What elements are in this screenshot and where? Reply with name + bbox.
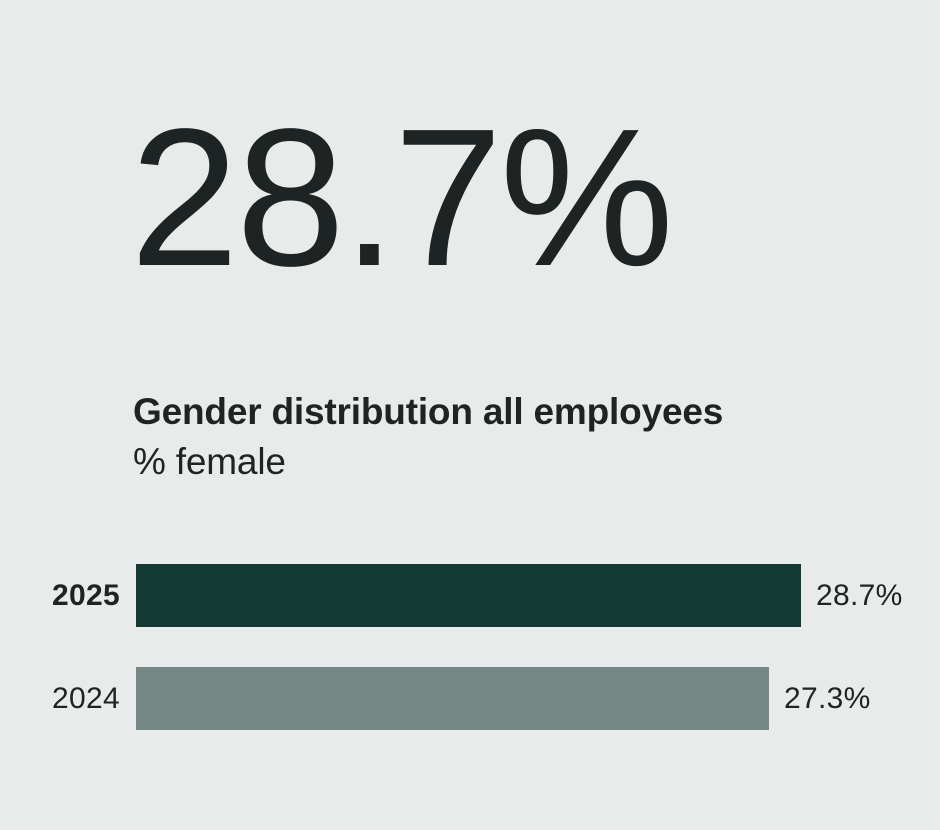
category-label-2025: 2025 (52, 578, 120, 612)
value-label-2025: 28.7% (816, 578, 903, 612)
headline-value: 28.7% (130, 88, 674, 307)
chart-title: Gender distribution all employees (133, 391, 724, 432)
category-label-2024: 2024 (52, 681, 120, 715)
chart-heading: Gender distribution all employees % fema… (133, 387, 723, 487)
bar-2024 (136, 667, 769, 730)
chart-subtitle: % female (133, 441, 286, 482)
bar-chart: 2025 28.7% 2024 27.3% (0, 564, 940, 770)
bar-2025 (136, 564, 801, 627)
bar-row-2024: 2024 27.3% (0, 667, 940, 730)
value-label-2024: 27.3% (784, 681, 871, 715)
bar-row-2025: 2025 28.7% (0, 564, 940, 627)
